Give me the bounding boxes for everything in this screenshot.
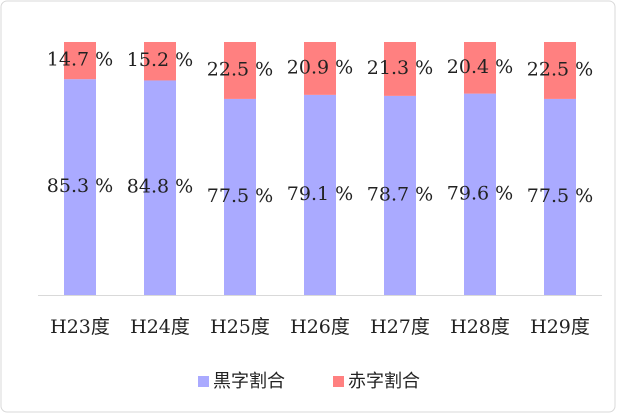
data-label: 21.3 % xyxy=(367,57,433,79)
bar-segment xyxy=(64,42,96,80)
bar-segment xyxy=(544,98,576,295)
legend-swatch xyxy=(333,376,344,387)
legend-swatch xyxy=(198,376,209,387)
bar-segment xyxy=(464,42,496,94)
x-tick-label: H23度 xyxy=(50,316,110,338)
bar-segment xyxy=(144,42,176,81)
data-label: 79.6 % xyxy=(447,182,513,204)
data-label: 77.5 % xyxy=(527,185,593,207)
data-label: 84.8 % xyxy=(127,176,193,198)
data-label: 78.7 % xyxy=(367,183,433,205)
data-label: 22.5 % xyxy=(527,58,593,80)
bar-segment xyxy=(464,93,496,295)
x-tick-label: H29度 xyxy=(530,316,590,338)
bar-segment xyxy=(304,42,336,95)
bar-segment xyxy=(144,80,176,296)
data-label: 22.5 % xyxy=(207,58,273,80)
x-tick-label: H27度 xyxy=(370,316,430,338)
data-label: 14.7 % xyxy=(47,49,113,71)
legend-label: 黒字割合 xyxy=(213,371,285,392)
bar-segment xyxy=(224,42,256,99)
data-label: 20.9 % xyxy=(287,56,353,78)
bar-segment xyxy=(544,42,576,99)
x-tick-label: H26度 xyxy=(290,316,350,338)
bar-segment xyxy=(304,94,336,295)
data-label: 79.1 % xyxy=(287,183,353,205)
bar-segment xyxy=(224,98,256,295)
bar-segment xyxy=(64,79,96,295)
data-label: 20.4 % xyxy=(447,56,513,78)
data-label: 77.5 % xyxy=(207,185,273,207)
x-tick-label: H25度 xyxy=(210,316,270,338)
data-label: 15.2 % xyxy=(127,49,193,71)
bar-segment xyxy=(384,42,416,96)
bar-segment xyxy=(384,95,416,295)
legend-label: 赤字割合 xyxy=(348,371,420,392)
data-label: 85.3 % xyxy=(47,175,113,197)
x-tick-label: H24度 xyxy=(130,316,190,338)
x-tick-label: H28度 xyxy=(450,316,510,338)
